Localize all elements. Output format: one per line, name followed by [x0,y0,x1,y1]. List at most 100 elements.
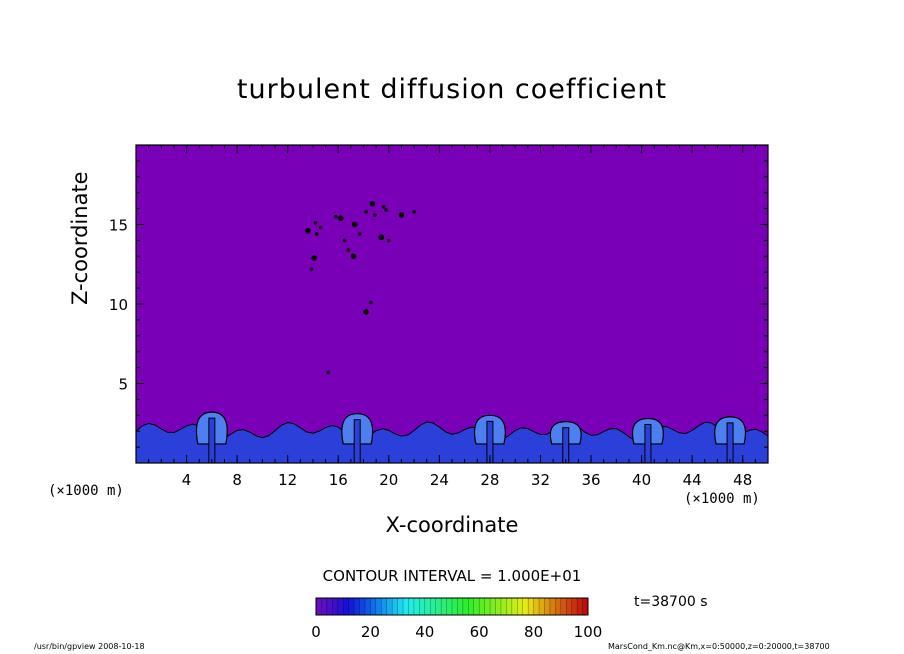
x-tick-label: 48 [733,471,752,489]
contour-dot [326,370,330,375]
colorbar-segment [560,598,567,615]
plume-stem [562,427,570,464]
colorbar-segment [419,598,426,615]
colorbar-segment [517,598,524,615]
colorbar-segment [375,598,382,615]
x-tick-label: 8 [232,471,242,489]
colorbar-tick-label: 80 [524,623,543,641]
y-tick-label: 10 [109,296,128,314]
contour-dot [384,208,389,212]
colorbar-segment [468,598,475,615]
x-tick-label: 44 [683,471,702,489]
x-axis-label: X-coordinate [385,513,519,537]
colorbar-segment [544,598,551,615]
colorbar-segment [359,598,366,615]
colorbar-segment [392,598,399,615]
contour-dot [381,205,386,209]
contour-dot [357,232,362,236]
x-tick-label: 16 [329,471,348,489]
colorbar-segment [577,598,584,615]
chart-title: turbulent diffusion coefficient [236,74,668,105]
colorbar-segment [495,598,502,615]
colorbar-segment [533,598,540,615]
contour-dot [350,253,357,260]
colorbar-segment [446,598,453,615]
x-tick-label: 40 [632,471,651,489]
contour-dot [412,209,416,214]
contour-dot [311,255,318,261]
x-unit-label-right: (×1000 m) [684,491,760,507]
colorbar-segment [539,598,545,615]
x-tick-label: 36 [581,471,600,489]
colorbar-segment [484,598,491,615]
colorbar-segment [403,598,409,615]
colorbar-segment [354,598,361,615]
contour-dot [314,232,319,236]
contour-dot [305,228,311,234]
contour-dot [351,221,358,228]
colorbar-segment [522,598,529,615]
colorbar-segment [364,598,371,615]
y-tick-label: 15 [109,217,128,235]
colorbar-segment [555,598,562,615]
contour-dot [342,238,347,243]
colorbar-segment [566,598,573,615]
plume-stem [208,417,216,464]
boundary-layer [135,421,769,464]
colorbar-segment [571,598,578,615]
colorbar-segment [326,598,333,615]
contour-dot [387,238,391,243]
colorbar-segment [343,598,350,615]
contour-dot [337,215,344,221]
footer-command: /usr/bin/gpview 2008-10-18 [34,642,145,651]
colorbar-segment [473,598,480,615]
colorbar-segment [479,598,486,615]
colorbar-segment [386,598,393,615]
colorbar-frame [315,597,589,616]
x-unit-label-left: (×1000 m) [48,483,124,499]
colorbar-segment [511,598,518,615]
colorbar-segment [413,598,420,615]
contour-dot [313,221,318,225]
colorbar-segment [435,598,442,615]
colorbar-segment [316,598,322,615]
colorbar-segment [370,598,377,615]
colorbar-segment [500,598,507,615]
contour-dot [369,201,376,207]
colorbar-segment [321,598,328,615]
y-tick-label: 5 [118,376,128,394]
colorbar-segment [337,598,344,615]
contour-interval-label: CONTOUR INTERVAL = 1.000E+01 [322,567,582,585]
colorbar-segment [490,598,497,615]
colorbar-segment [430,598,437,615]
x-tick-label: 12 [278,471,297,489]
footer-source: MarsCond_Km.nc@Km,x=0:50000,z=0:20000,t=… [608,642,830,651]
colorbar-tick-label: 20 [361,623,380,641]
contour-dot [378,234,385,241]
colorbar-segment [462,598,469,615]
contour-dot [346,248,351,252]
colorbar-segment [506,598,513,615]
colorbar-segment [332,598,339,615]
plume-stem [726,422,734,464]
colorbar-segment [582,598,589,615]
colorbar-segment [408,598,415,615]
contour-dot [309,267,314,271]
plume-stem [353,419,361,464]
colorbar-tick-label: 100 [574,623,603,641]
colorbar-tick-label: 40 [415,623,434,641]
contour-dot [318,225,323,230]
colorbar-segment [441,598,448,615]
contour-dot [369,300,373,305]
x-tick-label: 4 [182,471,192,489]
x-tick-label: 32 [531,471,550,489]
contour-dot [398,212,405,218]
colorbar: 0 20 40 60 80 100 [311,597,603,641]
colorbar-segment [397,598,404,615]
colorbar-tick-label: 0 [311,623,321,641]
plot-area [135,145,769,464]
x-tick-label: 24 [430,471,449,489]
x-tick-label: 28 [480,471,499,489]
